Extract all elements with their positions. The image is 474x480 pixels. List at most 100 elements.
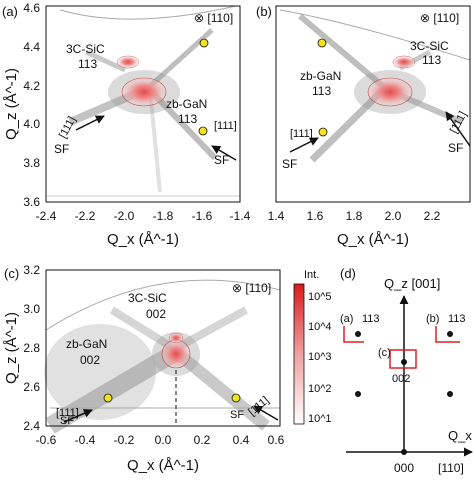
b-xtick-3: 2.0 xyxy=(385,209,402,223)
panel-a-label: (a) xyxy=(2,4,18,19)
b-xtick-0: 1.4 xyxy=(268,209,285,223)
arrow-a-right xyxy=(211,145,237,161)
panel-d-qz-label: Q_z [001] xyxy=(384,276,440,291)
arrow-b-right xyxy=(445,111,471,147)
a-xtick-5: -1.4 xyxy=(230,209,251,223)
arrow-a-left xyxy=(75,115,105,131)
panel-b-xlabel: Q_x (Å^-1) xyxy=(337,231,409,248)
marker-c-right xyxy=(231,393,241,403)
panel-a: (a) ⊗ [110] 3C-SiC 113 zb-GaN 113 [111] … xyxy=(2,1,251,248)
panel-d-label: (d) xyxy=(340,266,356,281)
c-xtick-1: -0.4 xyxy=(75,433,96,447)
peak-sic-c xyxy=(168,332,184,344)
peak-sic-a xyxy=(116,55,140,69)
box-b xyxy=(435,326,460,343)
panel-c-xlabel: Q_x (Å^-1) xyxy=(127,457,199,474)
c-xtick-3: 0.0 xyxy=(155,433,172,447)
panel-b-dir2: [111] xyxy=(448,110,469,136)
a-ytick-1: 3.8 xyxy=(23,156,40,170)
panel-d-ref-c: (c) xyxy=(378,347,391,359)
panel-c-xticks: -0.6 -0.4 -0.2 0.0 0.2 0.4 0.6 xyxy=(36,433,285,447)
panel-c-ylabel: Q_z (Å^-1) xyxy=(3,312,20,384)
c-xtick-5: 0.4 xyxy=(233,433,250,447)
b-xtick-1: 1.6 xyxy=(307,209,324,223)
panel-c-frame xyxy=(45,269,281,427)
panel-b-frame xyxy=(275,5,471,203)
recip-point-002 xyxy=(401,359,407,365)
panel-b-dir1: [111] xyxy=(290,128,313,140)
marker-b-top xyxy=(317,38,327,48)
panel-a-beam: ⊗ [110] xyxy=(194,11,233,25)
panel-b-sic-hkl: 113 xyxy=(422,53,441,67)
panel-a-dir2: [111] xyxy=(214,120,237,132)
peak-sic-b xyxy=(392,55,416,69)
panel-b-xticks: 1.4 1.6 1.8 2.0 2.2 xyxy=(268,209,441,223)
panel-b-data xyxy=(279,9,471,163)
colorbar-title: Int. xyxy=(304,269,319,281)
panel-c: (c) ⊗ [110] 3C-SiC 002 zb-GaN 002 [111] … xyxy=(3,263,285,474)
a-xtick-2: -2.0 xyxy=(114,209,135,223)
panel-b-label: (b) xyxy=(256,4,272,19)
panel-d-ref-a: (a) xyxy=(340,313,353,325)
c-xtick-6: 0.6 xyxy=(268,433,285,447)
panel-c-sf1: SF xyxy=(60,415,74,427)
b-xtick-4: 2.2 xyxy=(424,209,441,223)
panel-c-sic-name: 3C-SiC xyxy=(128,291,167,305)
panel-c-gan-hkl: 002 xyxy=(80,353,100,367)
arrow-c-right xyxy=(253,405,279,421)
colorbar-tick-2: 10^3 xyxy=(308,351,332,363)
b-xtick-2: 1.8 xyxy=(346,209,363,223)
arrow-c-left xyxy=(63,409,93,423)
panel-a-xlabel: Q_x (Å^-1) xyxy=(107,231,179,248)
a-ytick-2: 4.0 xyxy=(23,117,40,131)
colorbar-gradient xyxy=(293,283,305,425)
panel-d-ref-c-hkl: 002 xyxy=(392,373,410,385)
a-ytick-5: 4.6 xyxy=(23,1,40,15)
panel-b-gan-name: zb-GaN xyxy=(300,69,341,83)
a-xtick-1: -2.2 xyxy=(75,209,96,223)
a-xtick-3: -1.8 xyxy=(153,209,174,223)
panel-c-yticks: 2.4 2.6 2.8 3.0 3.2 xyxy=(23,263,40,433)
panel-d-ref-a-hkl: 113 xyxy=(362,313,380,325)
panel-a-sf1: SF xyxy=(54,142,69,156)
marker-a-bottom xyxy=(198,126,208,136)
panel-c-data xyxy=(44,279,281,434)
c-xtick-0: -0.6 xyxy=(36,433,57,447)
panel-b-sf2: SF xyxy=(448,141,463,155)
a-xtick-0: -2.4 xyxy=(36,209,57,223)
panel-c-sic-hkl: 002 xyxy=(146,307,166,321)
panel-d-qx-label: Q_x xyxy=(448,428,472,443)
panel-b-beam: ⊗ [110] xyxy=(420,11,459,25)
panel-a-sic-hkl: 113 xyxy=(78,57,97,71)
marker-a-top xyxy=(199,38,209,48)
panel-d: (d) Q_z [001] Q_x 000 [110] (a) 113 (b) … xyxy=(340,266,473,475)
colorbar-tick-4: 10^1 xyxy=(308,413,332,425)
colorbar-tick-3: 10^2 xyxy=(308,383,332,395)
recip-point-right-low xyxy=(447,391,453,397)
peak-gan-a xyxy=(121,77,167,107)
panel-a-frame xyxy=(45,5,241,203)
panel-a-data xyxy=(46,5,240,197)
c-xtick-2: -0.2 xyxy=(114,433,135,447)
panel-d-origin: 000 xyxy=(394,461,414,475)
recip-point-left-low xyxy=(355,391,361,397)
peak-gan-b xyxy=(367,77,413,107)
panel-d-ref-b-hkl: 113 xyxy=(448,313,466,325)
c-ytick-3: 3.0 xyxy=(23,302,40,316)
panel-a-sf2: SF xyxy=(214,153,229,167)
panel-a-gan-hkl: 113 xyxy=(178,112,197,126)
a-ytick-4: 4.4 xyxy=(23,40,40,54)
panel-a-xticks: -2.4 -2.2 -2.0 -1.8 -1.6 -1.4 xyxy=(36,209,251,223)
panel-b: (b) ⊗ [110] 3C-SiC 113 zb-GaN 113 [111] … xyxy=(256,4,471,248)
box-c xyxy=(389,349,417,369)
panel-b-gan-hkl: 113 xyxy=(312,84,331,98)
panel-a-gan-name: zb-GaN xyxy=(166,97,207,111)
colorbar-tick-1: 10^4 xyxy=(308,321,332,333)
panel-c-beam: ⊗ [110] xyxy=(232,281,271,295)
a-ytick-3: 4.2 xyxy=(23,79,40,93)
a-ytick-0: 3.6 xyxy=(23,195,40,209)
c-ytick-2: 2.8 xyxy=(23,341,40,355)
a-xtick-4: -1.6 xyxy=(192,209,213,223)
recip-point-right-113 xyxy=(447,331,453,337)
